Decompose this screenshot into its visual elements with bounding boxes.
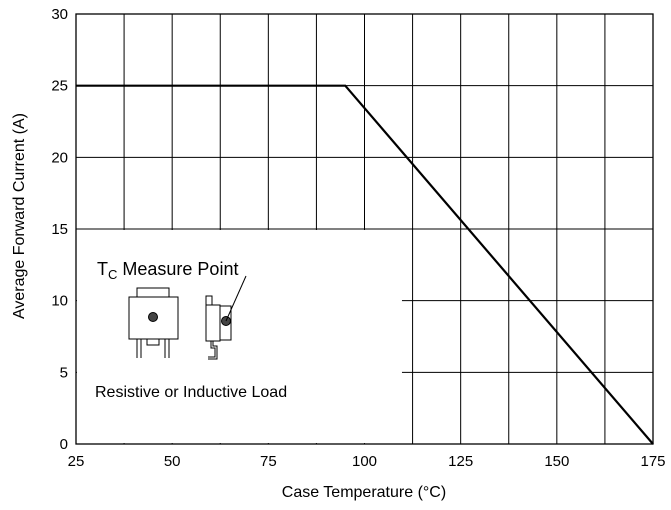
- y-tick-label: 0: [60, 436, 68, 453]
- y-tick-label: 25: [51, 78, 68, 95]
- tc-measure-point-label: TC Measure Point: [97, 259, 238, 282]
- load-annotation: Resistive or Inductive Load: [95, 384, 287, 401]
- y-tick-label: 30: [51, 6, 68, 23]
- x-tick-label: 100: [352, 453, 377, 470]
- tc-measure-text: Measure Point: [117, 259, 238, 279]
- y-tick-label: 15: [51, 221, 68, 238]
- x-axis-label: Case Temperature (°C): [282, 484, 446, 501]
- x-tick-labels: 25 50 75 100 125 150 175: [68, 453, 666, 470]
- y-axis-label: Average Forward Current (A): [11, 113, 28, 319]
- x-tick-label: 175: [640, 453, 665, 470]
- package-front-icon: [128, 287, 179, 358]
- y-tick-label: 20: [51, 149, 68, 166]
- x-tick-label: 25: [68, 453, 85, 470]
- series-group: [76, 84, 654, 445]
- x-tick-label: 50: [164, 453, 181, 470]
- y-tick-label: 5: [60, 364, 68, 381]
- x-tick-label: 75: [260, 453, 277, 470]
- annotation-background: [77, 230, 402, 443]
- y-tick-labels: 0 5 10 15 20 25 30: [51, 6, 68, 453]
- y-tick-label: 10: [51, 293, 68, 310]
- plot-frame: [75, 13, 654, 445]
- x-tick-label: 150: [544, 453, 569, 470]
- x-tick-label: 125: [448, 453, 473, 470]
- series-line: [76, 84, 654, 445]
- tc-symbol: T: [97, 259, 108, 279]
- tc-subscript: C: [108, 267, 117, 282]
- package-side-icon: [205, 275, 247, 360]
